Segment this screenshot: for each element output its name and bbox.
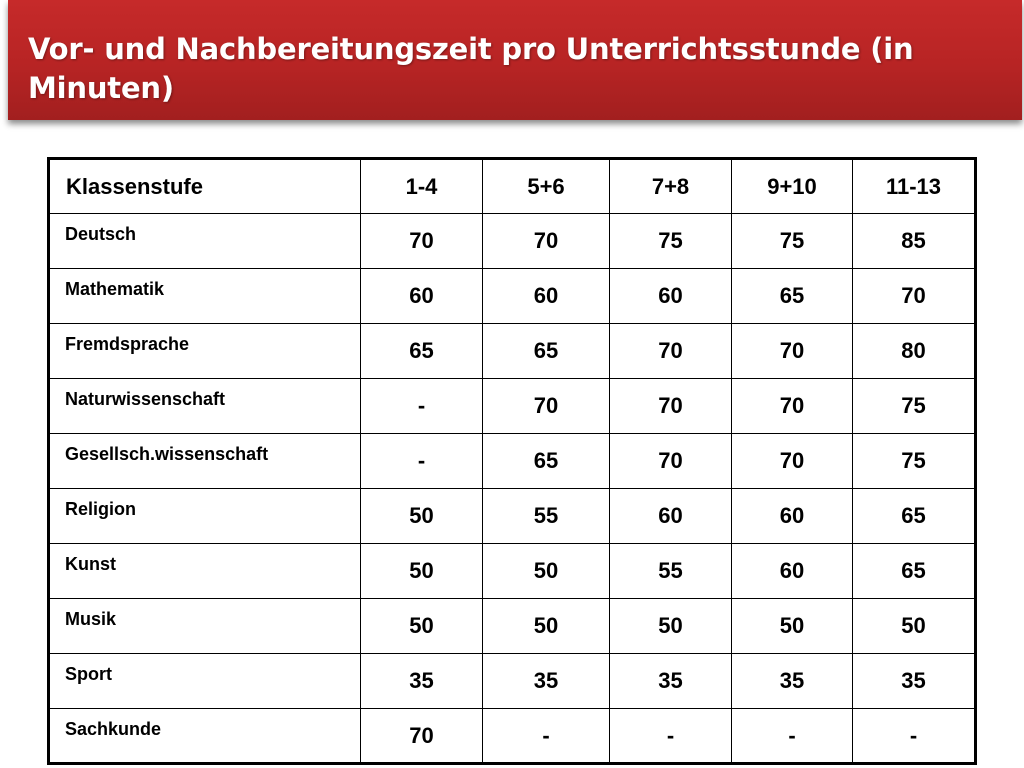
value-cell: - <box>609 708 732 764</box>
value-cell: 50 <box>482 598 610 654</box>
table-row: Musik 50 50 50 50 50 <box>48 598 976 654</box>
table-row: Religion 50 55 60 60 65 <box>48 488 976 544</box>
title-bar: Vor- und Nachbereitungszeit pro Unterric… <box>8 0 1022 120</box>
table-row: Fremdsprache 65 65 70 70 80 <box>48 323 976 379</box>
table-row: Kunst 50 50 55 60 65 <box>48 543 976 599</box>
value-cell: 70 <box>852 268 976 324</box>
subject-cell: Sachkunde <box>48 708 361 764</box>
value-cell: 60 <box>731 543 853 599</box>
value-cell: 65 <box>482 323 610 379</box>
header-cell: Klassenstufe <box>48 158 361 214</box>
data-table: Klassenstufe 1-4 5+6 7+8 9+10 11-13 Deut… <box>47 157 977 765</box>
table-row: Naturwissenschaft - 70 70 70 75 <box>48 378 976 434</box>
value-cell: - <box>852 708 976 764</box>
value-cell: 70 <box>482 378 610 434</box>
value-cell: 50 <box>360 543 483 599</box>
value-cell: 35 <box>360 653 483 709</box>
value-cell: 35 <box>609 653 732 709</box>
subject-cell: Religion <box>48 488 361 544</box>
value-cell: 50 <box>482 543 610 599</box>
table-row: Mathematik 60 60 60 65 70 <box>48 268 976 324</box>
value-cell: 60 <box>609 268 732 324</box>
subject-cell: Kunst <box>48 543 361 599</box>
value-cell: 55 <box>609 543 732 599</box>
slide-title: Vor- und Nachbereitungszeit pro Unterric… <box>28 32 914 105</box>
value-cell: 50 <box>852 598 976 654</box>
value-cell: 65 <box>360 323 483 379</box>
value-cell: 60 <box>731 488 853 544</box>
value-cell: - <box>360 433 483 489</box>
table-row: Sport 35 35 35 35 35 <box>48 653 976 709</box>
value-cell: 60 <box>360 268 483 324</box>
subject-cell: Naturwissenschaft <box>48 378 361 434</box>
subject-cell: Deutsch <box>48 213 361 269</box>
value-cell: 60 <box>609 488 732 544</box>
value-cell: 55 <box>482 488 610 544</box>
value-cell: 50 <box>360 488 483 544</box>
header-cell: 1-4 <box>360 158 483 214</box>
value-cell: 70 <box>731 433 853 489</box>
value-cell: 65 <box>482 433 610 489</box>
value-cell: 70 <box>609 323 732 379</box>
table-row: Deutsch 70 70 75 75 85 <box>48 213 976 269</box>
value-cell: 70 <box>731 323 853 379</box>
value-cell: 75 <box>731 213 853 269</box>
value-cell: 70 <box>360 708 483 764</box>
value-cell: 65 <box>731 268 853 324</box>
value-cell: 70 <box>609 433 732 489</box>
value-cell: 35 <box>852 653 976 709</box>
header-cell: 7+8 <box>609 158 732 214</box>
subject-cell: Mathematik <box>48 268 361 324</box>
value-cell: 35 <box>482 653 610 709</box>
value-cell: - <box>360 378 483 434</box>
subject-cell: Musik <box>48 598 361 654</box>
table-row: Gesellsch.wissenschaft - 65 70 70 75 <box>48 433 976 489</box>
value-cell: 70 <box>360 213 483 269</box>
value-cell: 75 <box>609 213 732 269</box>
header-cell: 9+10 <box>731 158 853 214</box>
subject-cell: Fremdsprache <box>48 323 361 379</box>
subject-cell: Sport <box>48 653 361 709</box>
value-cell: 50 <box>609 598 732 654</box>
value-cell: 70 <box>731 378 853 434</box>
value-cell: 50 <box>731 598 853 654</box>
header-cell: 5+6 <box>482 158 610 214</box>
value-cell: - <box>482 708 610 764</box>
value-cell: 50 <box>360 598 483 654</box>
value-cell: 75 <box>852 433 976 489</box>
value-cell: 80 <box>852 323 976 379</box>
value-cell: 70 <box>482 213 610 269</box>
value-cell: - <box>731 708 853 764</box>
value-cell: 65 <box>852 543 976 599</box>
value-cell: 65 <box>852 488 976 544</box>
value-cell: 75 <box>852 378 976 434</box>
value-cell: 85 <box>852 213 976 269</box>
table-row: Sachkunde 70 - - - - <box>48 708 976 764</box>
header-cell: 11-13 <box>852 158 976 214</box>
table-header-row: Klassenstufe 1-4 5+6 7+8 9+10 11-13 <box>48 158 976 214</box>
value-cell: 60 <box>482 268 610 324</box>
subject-cell: Gesellsch.wissenschaft <box>48 433 361 489</box>
value-cell: 35 <box>731 653 853 709</box>
value-cell: 70 <box>609 378 732 434</box>
